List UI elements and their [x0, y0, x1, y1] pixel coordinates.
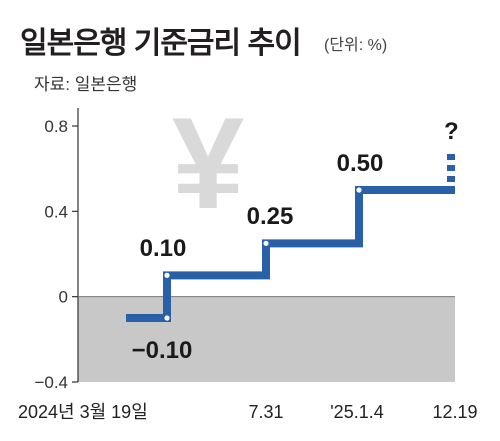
y-tick-label: 0.4 — [44, 202, 68, 221]
dashed-extension-segment — [447, 154, 455, 160]
data-label: 0.10 — [140, 235, 187, 262]
x-tick-label: 7.31 — [248, 402, 283, 422]
rate-step-line — [126, 186, 455, 322]
change-point-marker — [164, 272, 170, 278]
x-tick-label: 12.19 — [432, 402, 477, 422]
unit-label: (단위: %) — [324, 37, 388, 54]
data-label: 0.50 — [337, 150, 384, 177]
dashed-extension-segment — [447, 176, 455, 182]
y-tick-label: 0 — [59, 288, 68, 307]
source-label: 자료: 일본은행 — [34, 75, 138, 94]
change-point-marker — [356, 187, 362, 193]
change-point-marker — [263, 240, 269, 246]
negative-region — [78, 296, 455, 382]
y-tick-label: −0.4 — [34, 373, 68, 392]
chart-title: 일본은행 기준금리 추이 — [20, 27, 302, 60]
x-tick-label: '25.1.4 — [330, 402, 383, 422]
x-tick-label: 2024년 3월 19일 — [18, 402, 148, 422]
y-tick-label: 0.8 — [44, 117, 68, 136]
yen-symbol: ¥ — [172, 90, 244, 236]
data-label: 0.25 — [247, 203, 294, 230]
dashed-extension-segment — [447, 165, 455, 171]
data-label: −0.10 — [132, 337, 193, 364]
uncertain-marker: ? — [444, 118, 459, 145]
change-point-marker — [164, 315, 170, 321]
